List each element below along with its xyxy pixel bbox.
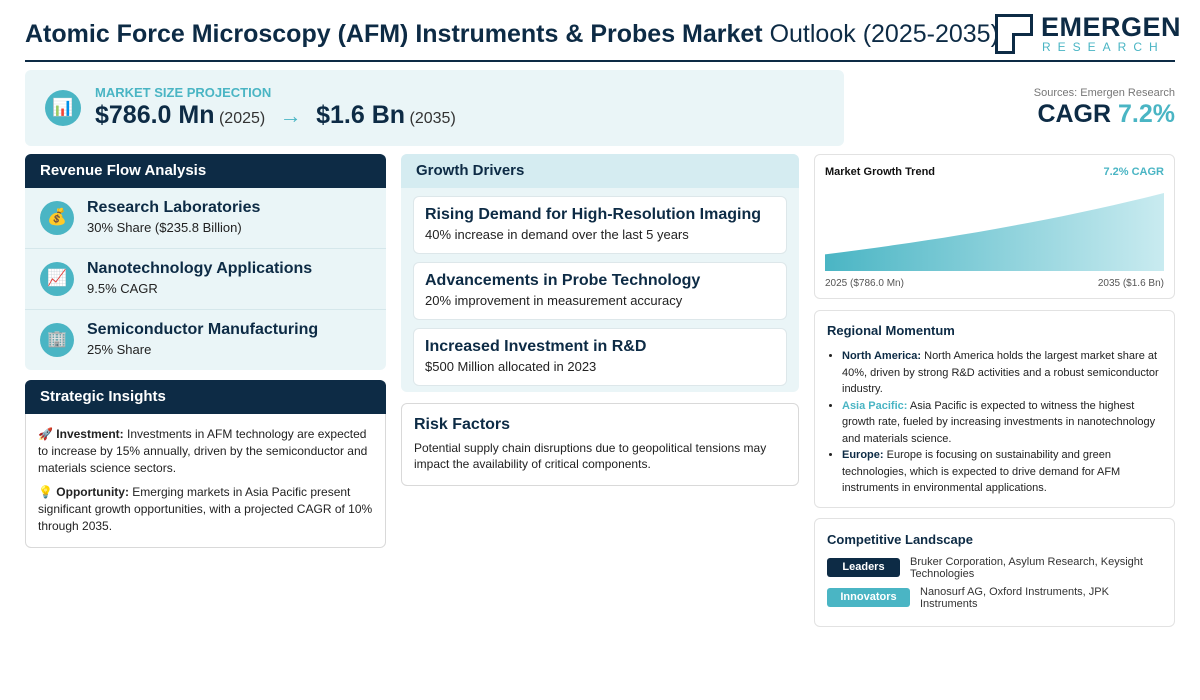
driver-title: Advancements in Probe Technology: [425, 272, 701, 289]
market-growth-trend-panel: Market Growth Trend 7.2% CAGR 2025 ($786…: [814, 154, 1175, 299]
chart-icon: 📊: [45, 90, 81, 126]
logo-mark-icon: [995, 14, 1033, 54]
opportunity-label: Opportunity:: [56, 485, 129, 499]
cagr-headline: CAGR 7.2%: [1037, 100, 1175, 129]
trend-chart-icon: 📈: [40, 262, 74, 296]
leaders-row: Leaders Bruker Corporation, Asylum Resea…: [827, 556, 1162, 588]
emergen-logo: EMERGEN RESEARCH: [995, 12, 1181, 56]
innovators-row: Innovators Nanosurf AG, Oxford Instrumen…: [827, 586, 1162, 618]
arrow-right-icon: →: [279, 103, 302, 128]
driver-sub: 40% increase in demand over the last 5 y…: [425, 227, 689, 242]
region-name: Asia Pacific:: [842, 399, 908, 412]
projection-values: $786.0 Mn (2025) → $1.6 Bn (2035): [95, 101, 456, 130]
title-bold: Atomic Force Microscopy (AFM) Instrument…: [25, 20, 763, 48]
lightbulb-icon: 💡: [38, 485, 53, 499]
driver-title: Increased Investment in R&D: [425, 338, 647, 355]
strategic-insights-body: 🚀 Investment: Investments in AFM technol…: [26, 414, 385, 535]
revenue-item-title: Nanotechnology Applications: [87, 260, 313, 277]
revenue-flow-panel: Revenue Flow Analysis 💰 Research Laborat…: [25, 154, 386, 370]
region-text: Europe is focusing on sustainability and…: [842, 449, 1121, 494]
opportunity-insight: 💡 Opportunity: Emerging markets in Asia …: [38, 484, 373, 535]
driver-card: Rising Demand for High-Resolution Imagin…: [413, 196, 787, 254]
region-text: Asia Pacific is expected to witness the …: [842, 399, 1156, 445]
end-value: $1.6 Bn: [316, 101, 406, 129]
rocket-icon: 🚀: [38, 427, 53, 441]
cagr-value: 7.2%: [1118, 100, 1175, 128]
revenue-item-title: Semiconductor Manufacturing: [87, 321, 319, 338]
logo-sub-text: RESEARCH: [1042, 40, 1165, 54]
strategic-insights-heading: Strategic Insights: [25, 380, 386, 414]
innovators-text: Nanosurf AG, Oxford Instruments, JPK Ins…: [920, 586, 1109, 610]
competitive-landscape-heading: Competitive Landscape: [827, 532, 973, 547]
region-item: Europe: Europe is focusing on sustainabi…: [842, 447, 1162, 497]
risk-factors-panel: Risk Factors Potential supply chain disr…: [401, 403, 799, 486]
sources-text: Sources: Emergen Research: [1033, 87, 1175, 99]
driver-title: Rising Demand for High-Resolution Imagin…: [425, 206, 761, 223]
regional-list: North America: North America holds the l…: [842, 348, 1162, 497]
region-item: North America: North America holds the l…: [842, 348, 1162, 398]
investment-label: Investment:: [56, 427, 124, 441]
revenue-item-sub: 25% Share: [87, 342, 152, 357]
title-rest: Outlook (2025-2035): [762, 20, 999, 48]
innovators-badge: Innovators: [827, 588, 910, 607]
revenue-item: 🏢 Semiconductor Manufacturing 25% Share: [25, 310, 386, 371]
region-item: Asia Pacific: Asia Pacific is expected t…: [842, 398, 1162, 448]
driver-card: Increased Investment in R&D $500 Million…: [413, 328, 787, 386]
revenue-item: 💰 Research Laboratories 30% Share ($235.…: [25, 188, 386, 249]
investment-text: Investments in AFM technology are expect…: [38, 427, 368, 475]
revenue-flow-heading: Revenue Flow Analysis: [25, 154, 386, 188]
trend-chart: [825, 193, 1164, 271]
cagr-label: CAGR: [1037, 100, 1119, 128]
building-icon: 🏢: [40, 323, 74, 357]
growth-drivers-panel: Growth Drivers Rising Demand for High-Re…: [401, 154, 799, 392]
end-year: (2035): [409, 110, 456, 127]
page-title: Atomic Force Microscopy (AFM) Instrument…: [25, 20, 999, 49]
revenue-item: 📈 Nanotechnology Applications 9.5% CAGR: [25, 249, 386, 310]
regional-momentum-panel: Regional Momentum North America: North A…: [814, 310, 1175, 508]
driver-sub: $500 Million allocated in 2023: [425, 359, 597, 374]
revenue-item-title: Research Laboratories: [87, 199, 261, 216]
revenue-item-sub: 30% Share ($235.8 Billion): [87, 220, 242, 235]
leaders-badge: Leaders: [827, 558, 900, 577]
regional-momentum-heading: Regional Momentum: [827, 323, 955, 338]
trend-end-label: 2035 ($1.6 Bn): [1097, 278, 1164, 289]
start-year: (2025): [218, 110, 266, 127]
region-name: Europe:: [842, 449, 884, 461]
market-size-projection: 📊 MARKET SIZE PROJECTION $786.0 Mn (2025…: [25, 70, 844, 146]
money-bag-icon: 💰: [40, 201, 74, 235]
leaders-text: Bruker Corporation, Asylum Research, Key…: [910, 556, 1143, 580]
projection-label: MARKET SIZE PROJECTION: [95, 85, 272, 100]
risk-factors-text: Potential supply chain disruptions due t…: [414, 441, 767, 471]
region-text: North America holds the largest market s…: [842, 350, 1159, 395]
trend-heading: Market Growth Trend: [825, 166, 936, 178]
start-value: $786.0 Mn: [95, 101, 215, 129]
trend-start-label: 2025 ($786.0 Mn): [825, 278, 904, 289]
risk-factors-heading: Risk Factors: [414, 416, 511, 433]
opportunity-text: Emerging markets in Asia Pacific present…: [38, 485, 373, 533]
driver-sub: 20% improvement in measurement accuracy: [425, 293, 683, 308]
region-name: North America:: [842, 350, 922, 362]
competitive-landscape-panel: Competitive Landscape Leaders Bruker Cor…: [814, 518, 1175, 627]
driver-card: Advancements in Probe Technology 20% imp…: [413, 262, 787, 320]
growth-drivers-heading: Growth Drivers: [401, 154, 799, 188]
trend-cagr: 7.2% CAGR: [1103, 166, 1164, 178]
investment-insight: 🚀 Investment: Investments in AFM technol…: [38, 426, 373, 477]
strategic-insights-panel: Strategic Insights 🚀 Investment: Investm…: [25, 380, 386, 548]
logo-main-text: EMERGEN: [1041, 12, 1182, 42]
revenue-item-sub: 9.5% CAGR: [87, 281, 158, 296]
trend-area: [825, 193, 1164, 271]
page-header: Atomic Force Microscopy (AFM) Instrument…: [25, 10, 1181, 62]
